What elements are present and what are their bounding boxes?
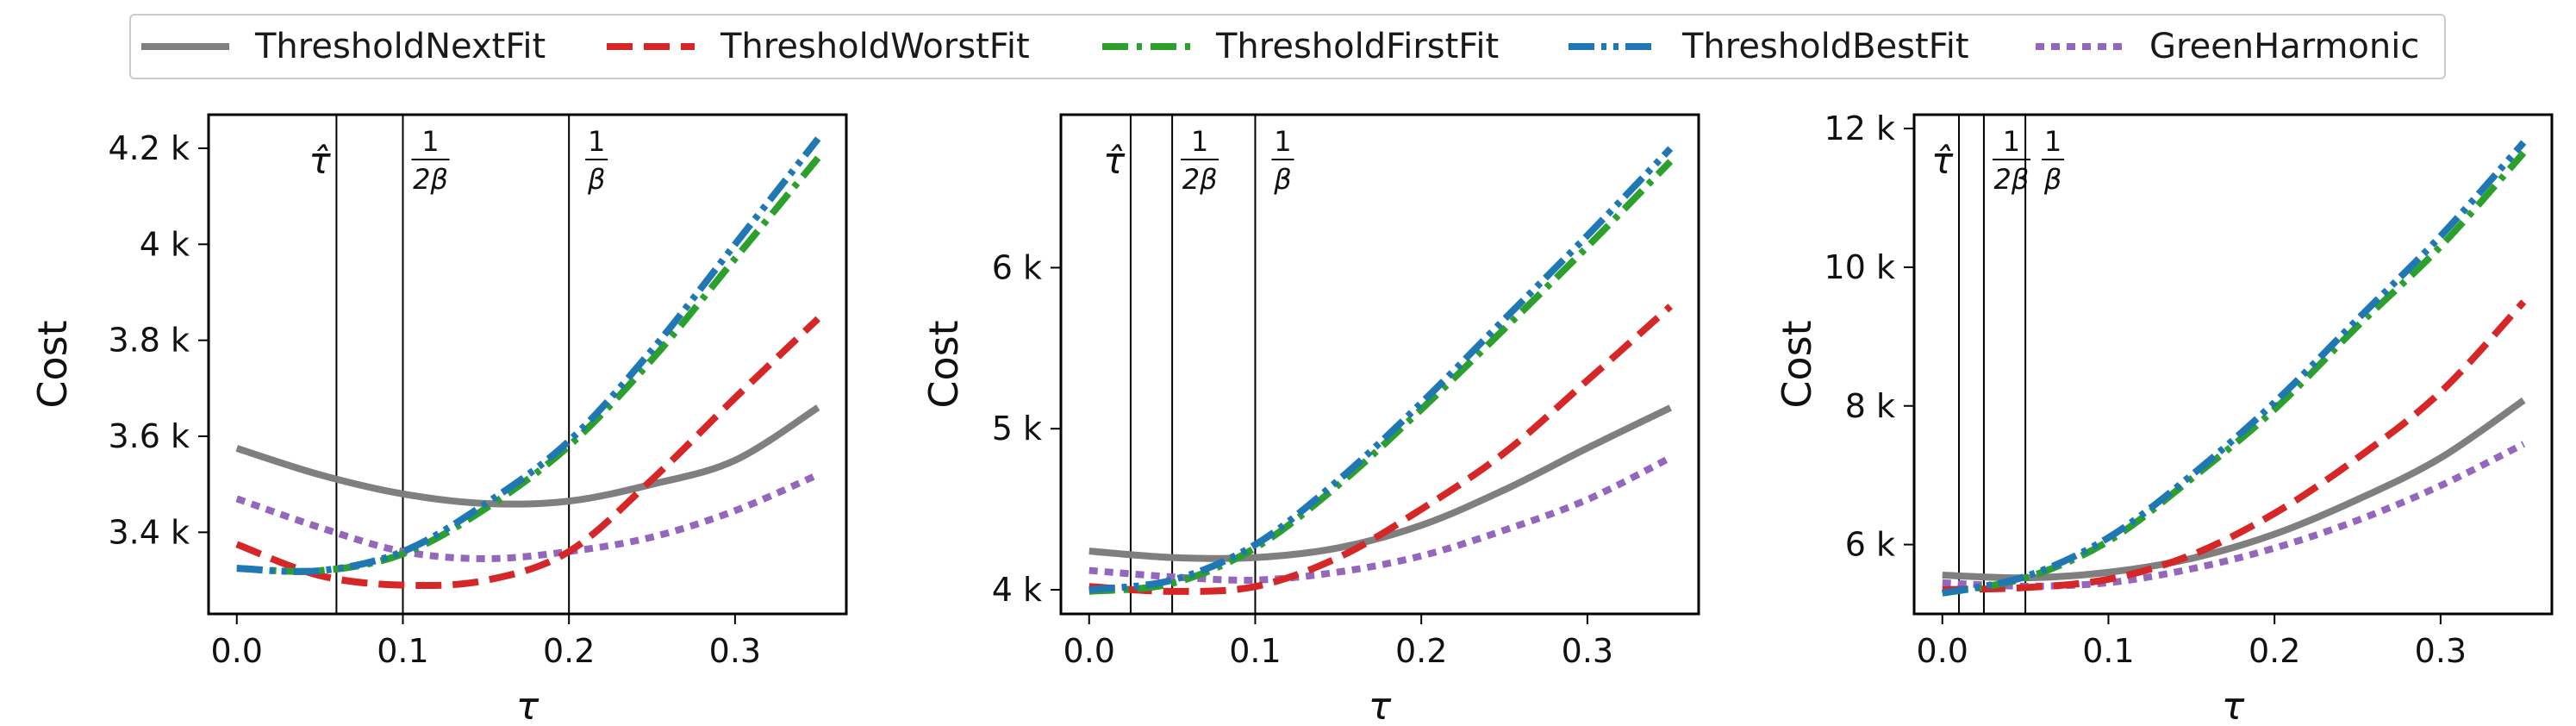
y-tick-label: 10 k [1824, 248, 1895, 286]
series-line-thresholdnextfit [1088, 404, 1672, 562]
series-line-thresholdfirstfit [1088, 159, 1674, 595]
x-tick-label: 0.1 [2082, 632, 2134, 670]
series-line-greenharmonic [235, 471, 820, 562]
y-axis-label: Cost [920, 320, 967, 408]
series-line-thresholdbestfit [236, 136, 821, 575]
y-tick-label: 8 k [1845, 387, 1895, 425]
y-tick-label: 3.6 k [108, 417, 190, 455]
reference-line-label: 1β [585, 125, 608, 196]
reference-line-label: 1β [1271, 125, 1294, 196]
legend-item-thresholdbestfit: ThresholdBestFit [1565, 16, 1969, 78]
plot-frame [1912, 113, 2554, 616]
y-tick-label: 12 k [1824, 110, 1895, 147]
x-tick-label: 0.0 [1063, 632, 1115, 670]
y-tick-label: 4 k [992, 571, 1042, 609]
svg-text:1: 1 [1191, 125, 1208, 158]
y-tick-label: 5 k [992, 410, 1042, 447]
x-tick-label: 0.2 [1395, 632, 1447, 670]
reference-line-label: τ̂ [309, 140, 331, 182]
x-tick-label: 0.0 [211, 632, 263, 670]
series-line-thresholdworstfit [1942, 299, 2527, 593]
reference-line-label: τ̂ [1931, 140, 1954, 182]
series-line-greenharmonic [1088, 454, 1673, 584]
svg-text:τ̂: τ̂ [1931, 140, 1954, 182]
svg-text:1: 1 [1274, 125, 1291, 158]
legend-swatch-thresholdworstfit [607, 43, 695, 50]
svg-text:1: 1 [588, 125, 605, 158]
series-line-thresholdnextfit [235, 404, 820, 508]
x-tick-label: 0.2 [543, 632, 595, 670]
reference-line-label: 12β [1181, 125, 1219, 196]
reference-line-label: 12β [1992, 125, 2030, 196]
svg-text:β: β [1273, 163, 1291, 196]
svg-text:2β: 2β [413, 163, 448, 196]
legend-swatch-thresholdfirstfit [1102, 43, 1190, 50]
reference-line-label: 12β [411, 125, 450, 196]
svg-text:2β: 2β [1182, 163, 1218, 196]
x-tick-label: 0.2 [2249, 632, 2300, 670]
x-axis-label: τ [1369, 685, 1392, 726]
svg-text:1: 1 [2044, 125, 2061, 158]
y-tick-label: 3.8 k [108, 322, 190, 360]
svg-text:τ̂: τ̂ [309, 140, 331, 182]
x-tick-label: 0.0 [1917, 632, 1968, 670]
svg-text:β: β [2043, 163, 2061, 196]
series-line-thresholdbestfit [1941, 140, 2527, 597]
x-tick-label: 0.3 [2415, 632, 2467, 670]
y-axis-label: Cost [1774, 320, 1820, 408]
legend-label: ThresholdWorstFit [720, 27, 1030, 66]
x-tick-label: 0.3 [1562, 632, 1613, 670]
y-tick-label: 4.2 k [108, 129, 190, 167]
y-tick-label: 4 k [140, 225, 190, 263]
legend-label: ThresholdNextFit [255, 27, 546, 66]
legend-item-greenharmonic: GreenHarmonic [2032, 16, 2419, 78]
legend-swatch-thresholdbestfit [1569, 43, 1656, 50]
legend-label: GreenHarmonic [2149, 27, 2420, 66]
x-tick-label: 0.3 [709, 632, 761, 670]
svg-text:1: 1 [421, 125, 439, 158]
series-line-thresholdnextfit [1942, 397, 2526, 582]
legend-label: ThresholdFirstFit [1216, 27, 1500, 66]
series-line-thresholdfirstfit [1942, 150, 2527, 597]
reference-line-label: 1β [2042, 125, 2065, 196]
series-line-thresholdworstfit [235, 316, 821, 590]
series-line-thresholdbestfit [1088, 146, 1674, 593]
x-axis-label: τ [2222, 685, 2245, 726]
y-tick-label: 3.4 k [108, 513, 190, 551]
legend-item-thresholdnextfit: ThresholdNextFit [138, 16, 546, 78]
x-tick-label: 0.1 [1229, 632, 1281, 670]
series-line-greenharmonic [1942, 441, 2526, 590]
svg-text:τ̂: τ̂ [1103, 140, 1126, 182]
series-line-thresholdworstfit [1088, 304, 1673, 595]
legend-label: ThresholdBestFit [1682, 27, 1969, 66]
legend-swatch-thresholdnextfit [141, 43, 229, 50]
plot-frame [207, 113, 848, 616]
legend-item-thresholdfirstfit: ThresholdFirstFit [1099, 16, 1499, 78]
chart-legend: ThresholdNextFit ThresholdWorstFit Thresho… [129, 14, 2446, 79]
legend-item-thresholdworstfit: ThresholdWorstFit [603, 16, 1030, 78]
y-axis-label: Cost [29, 320, 76, 408]
svg-text:2β: 2β [1994, 163, 2030, 196]
plot-frame [1059, 113, 1700, 616]
x-tick-label: 0.1 [377, 632, 428, 670]
reference-line-label: τ̂ [1103, 140, 1126, 182]
y-tick-label: 6 k [1845, 526, 1895, 564]
x-axis-label: τ [516, 685, 540, 726]
series-line-thresholdfirstfit [236, 155, 821, 575]
y-tick-label: 6 k [992, 248, 1042, 286]
svg-text:1: 1 [2003, 125, 2020, 158]
svg-text:β: β [587, 163, 605, 196]
